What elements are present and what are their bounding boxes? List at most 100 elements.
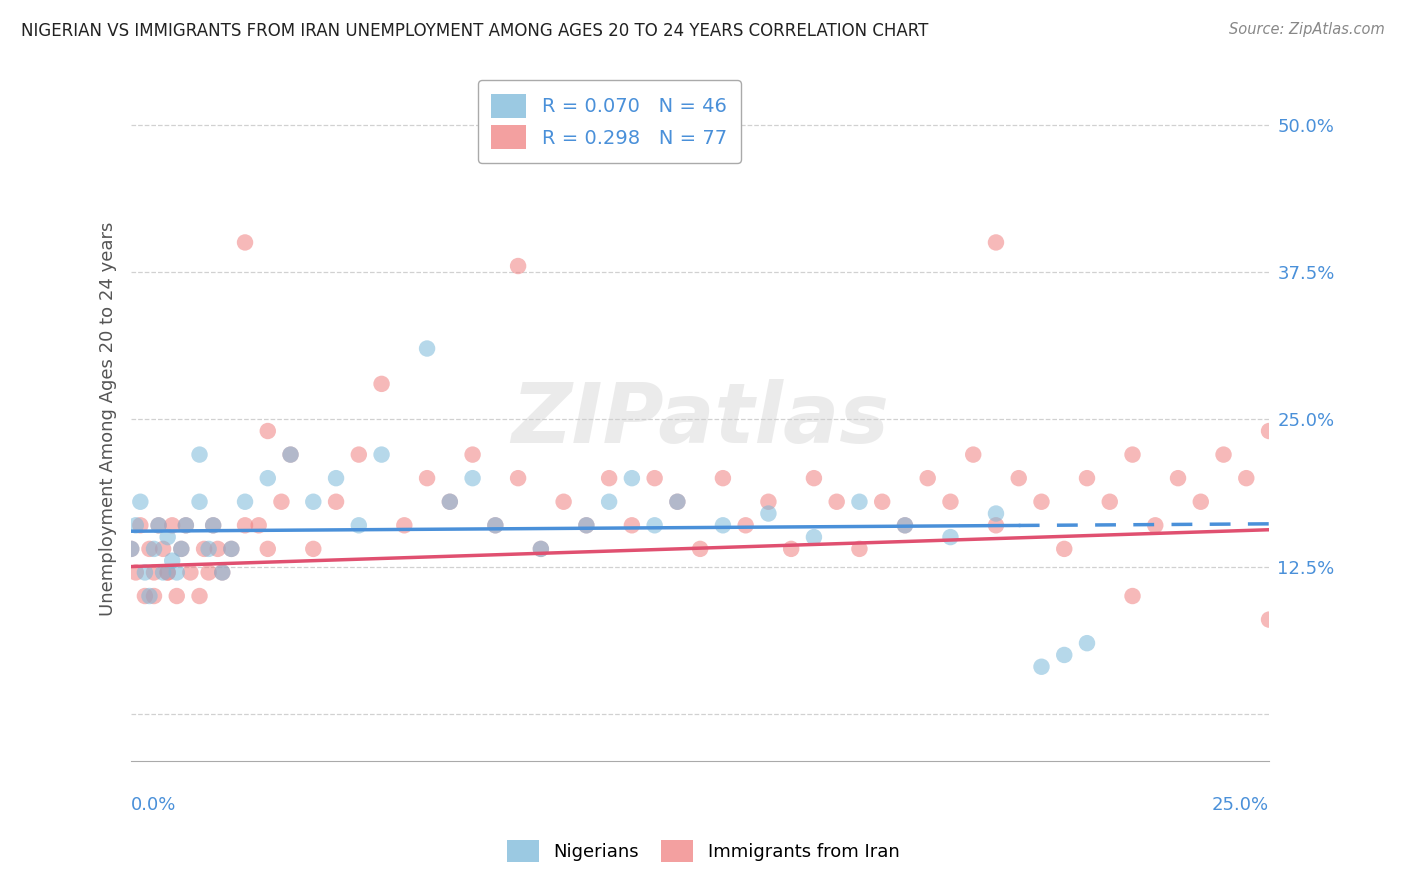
Point	[439, 494, 461, 508]
Point	[125, 566, 148, 580]
Point	[666, 494, 689, 508]
Point	[197, 566, 219, 580]
Point	[170, 541, 193, 556]
Point	[148, 518, 170, 533]
Point	[129, 518, 152, 533]
Point	[188, 448, 211, 462]
Point	[962, 448, 984, 462]
Point	[848, 494, 870, 508]
Point	[143, 589, 166, 603]
Legend: Nigerians, Immigrants from Iran: Nigerians, Immigrants from Iran	[499, 833, 907, 870]
Point	[553, 494, 575, 508]
Point	[211, 566, 233, 580]
Point	[1053, 541, 1076, 556]
Point	[256, 541, 278, 556]
Point	[1121, 589, 1143, 603]
Point	[166, 566, 188, 580]
Point	[152, 541, 174, 556]
Point	[1076, 471, 1098, 485]
Point	[758, 494, 780, 508]
Point	[1144, 518, 1167, 533]
Point	[1234, 471, 1257, 485]
Point	[125, 518, 148, 533]
Point	[152, 566, 174, 580]
Point	[138, 589, 160, 603]
Point	[575, 518, 598, 533]
Point	[221, 541, 243, 556]
Point	[1121, 448, 1143, 462]
Text: ZIPatlas: ZIPatlas	[512, 379, 889, 459]
Point	[256, 424, 278, 438]
Point	[188, 589, 211, 603]
Point	[1008, 471, 1031, 485]
Point	[156, 566, 179, 580]
Point	[689, 541, 711, 556]
Point	[484, 518, 506, 533]
Point	[984, 235, 1007, 250]
Point	[461, 448, 484, 462]
Point	[1189, 494, 1212, 508]
Point	[984, 518, 1007, 533]
Point	[1258, 613, 1281, 627]
Point	[174, 518, 197, 533]
Point	[280, 448, 302, 462]
Point	[416, 342, 439, 356]
Point	[233, 494, 256, 508]
Point	[256, 471, 278, 485]
Point	[193, 541, 215, 556]
Point	[644, 471, 666, 485]
Point	[325, 494, 347, 508]
Y-axis label: Unemployment Among Ages 20 to 24 years: Unemployment Among Ages 20 to 24 years	[100, 222, 117, 616]
Point	[575, 518, 598, 533]
Point	[370, 376, 392, 391]
Point	[160, 554, 183, 568]
Point	[1076, 636, 1098, 650]
Point	[325, 471, 347, 485]
Point	[202, 518, 225, 533]
Point	[416, 471, 439, 485]
Point	[734, 518, 756, 533]
Point	[1098, 494, 1121, 508]
Point	[939, 530, 962, 544]
Point	[138, 541, 160, 556]
Point	[302, 494, 325, 508]
Point	[394, 518, 416, 533]
Point	[803, 471, 825, 485]
Point	[984, 507, 1007, 521]
Point	[156, 530, 179, 544]
Legend: R = 0.070   N = 46, R = 0.298   N = 77: R = 0.070 N = 46, R = 0.298 N = 77	[478, 80, 741, 162]
Point	[174, 518, 197, 533]
Point	[347, 448, 370, 462]
Text: Source: ZipAtlas.com: Source: ZipAtlas.com	[1229, 22, 1385, 37]
Point	[370, 448, 392, 462]
Point	[233, 518, 256, 533]
Point	[870, 494, 893, 508]
Point	[917, 471, 939, 485]
Point	[644, 518, 666, 533]
Point	[939, 494, 962, 508]
Point	[894, 518, 917, 533]
Point	[1167, 471, 1189, 485]
Point	[530, 541, 553, 556]
Point	[120, 541, 142, 556]
Point	[894, 518, 917, 533]
Point	[711, 518, 734, 533]
Point	[598, 494, 620, 508]
Point	[1053, 648, 1076, 662]
Point	[148, 518, 170, 533]
Point	[758, 507, 780, 521]
Point	[143, 566, 166, 580]
Point	[1258, 424, 1281, 438]
Point	[302, 541, 325, 556]
Point	[506, 471, 529, 485]
Point	[1212, 448, 1234, 462]
Text: 25.0%: 25.0%	[1212, 797, 1270, 814]
Point	[439, 494, 461, 508]
Point	[170, 541, 193, 556]
Point	[598, 471, 620, 485]
Point	[666, 494, 689, 508]
Point	[506, 259, 529, 273]
Point	[197, 541, 219, 556]
Point	[134, 589, 156, 603]
Text: NIGERIAN VS IMMIGRANTS FROM IRAN UNEMPLOYMENT AMONG AGES 20 TO 24 YEARS CORRELAT: NIGERIAN VS IMMIGRANTS FROM IRAN UNEMPLO…	[21, 22, 928, 40]
